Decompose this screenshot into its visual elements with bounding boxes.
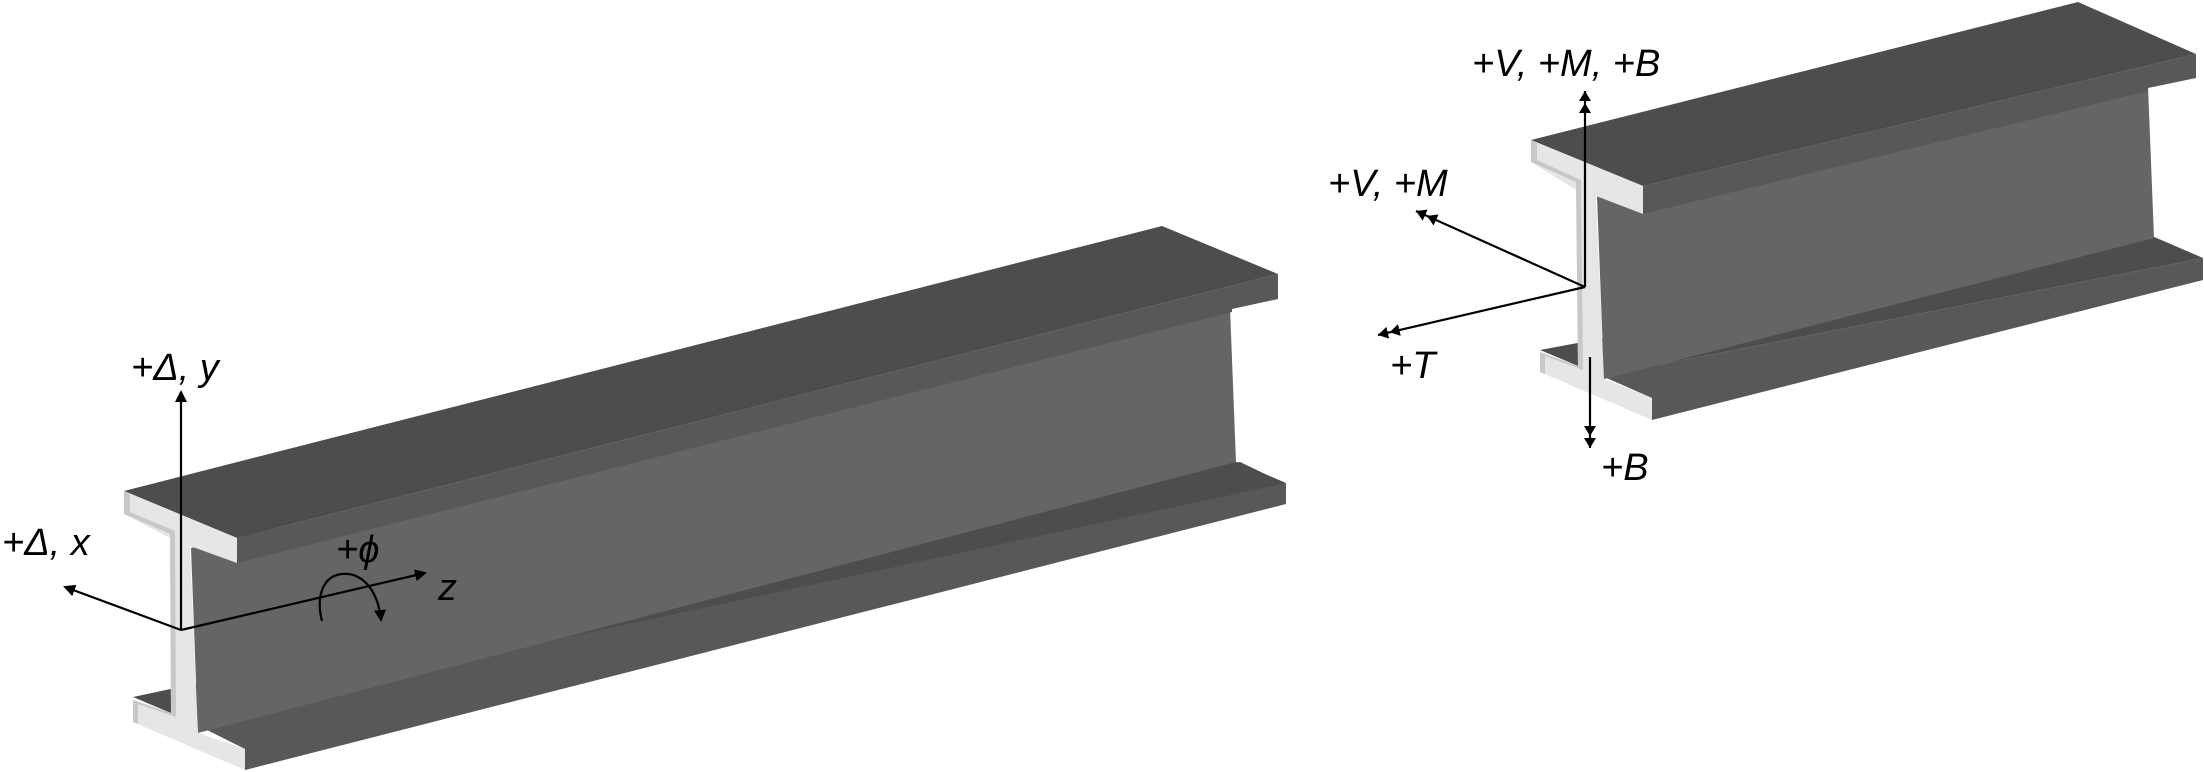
right-top-flange-edge — [1643, 54, 2196, 214]
left-x-axis-arrow — [63, 584, 182, 632]
left-label-delta-x: +Δ, x — [2, 522, 92, 564]
left-label-z: z — [437, 567, 457, 609]
left-cross-section — [124, 491, 245, 770]
left-web-face — [191, 308, 1236, 733]
right-axes: +V, +M, +B +V, +M +T +B — [1328, 43, 1660, 489]
left-top-flange-top — [124, 226, 1278, 538]
left-axes: +Δ, y +Δ, x +ϕ z — [2, 347, 457, 632]
left-twist-arc-arrow — [318, 572, 386, 622]
right-label-vm: +V, +M — [1328, 163, 1448, 205]
right-label-t: +T — [1390, 345, 1438, 387]
right-cross-section — [1531, 140, 1652, 420]
left-bottom-flange-edge — [185, 483, 1286, 770]
left-label-phi: +ϕ — [336, 529, 379, 571]
right-bottom-flange-edge — [1602, 258, 2203, 420]
right-t-arrow — [1377, 285, 1586, 339]
right-cross-section-shade — [1531, 140, 1583, 374]
left-cross-section-shade — [124, 491, 176, 724]
right-top-flange-top — [1531, 2, 2196, 186]
right-label-b: +B — [1601, 447, 1649, 489]
left-z-axis-arrow — [180, 569, 427, 632]
left-label-delta-y: +Δ, y — [131, 347, 221, 389]
left-top-flange-edge — [237, 274, 1278, 563]
right-label-vmb: +V, +M, +B — [1472, 43, 1660, 85]
left-i-beam — [124, 226, 1286, 770]
right-web-face — [1597, 86, 2154, 379]
right-vm-arrow — [1415, 209, 1586, 289]
right-i-beam — [1531, 2, 2203, 420]
